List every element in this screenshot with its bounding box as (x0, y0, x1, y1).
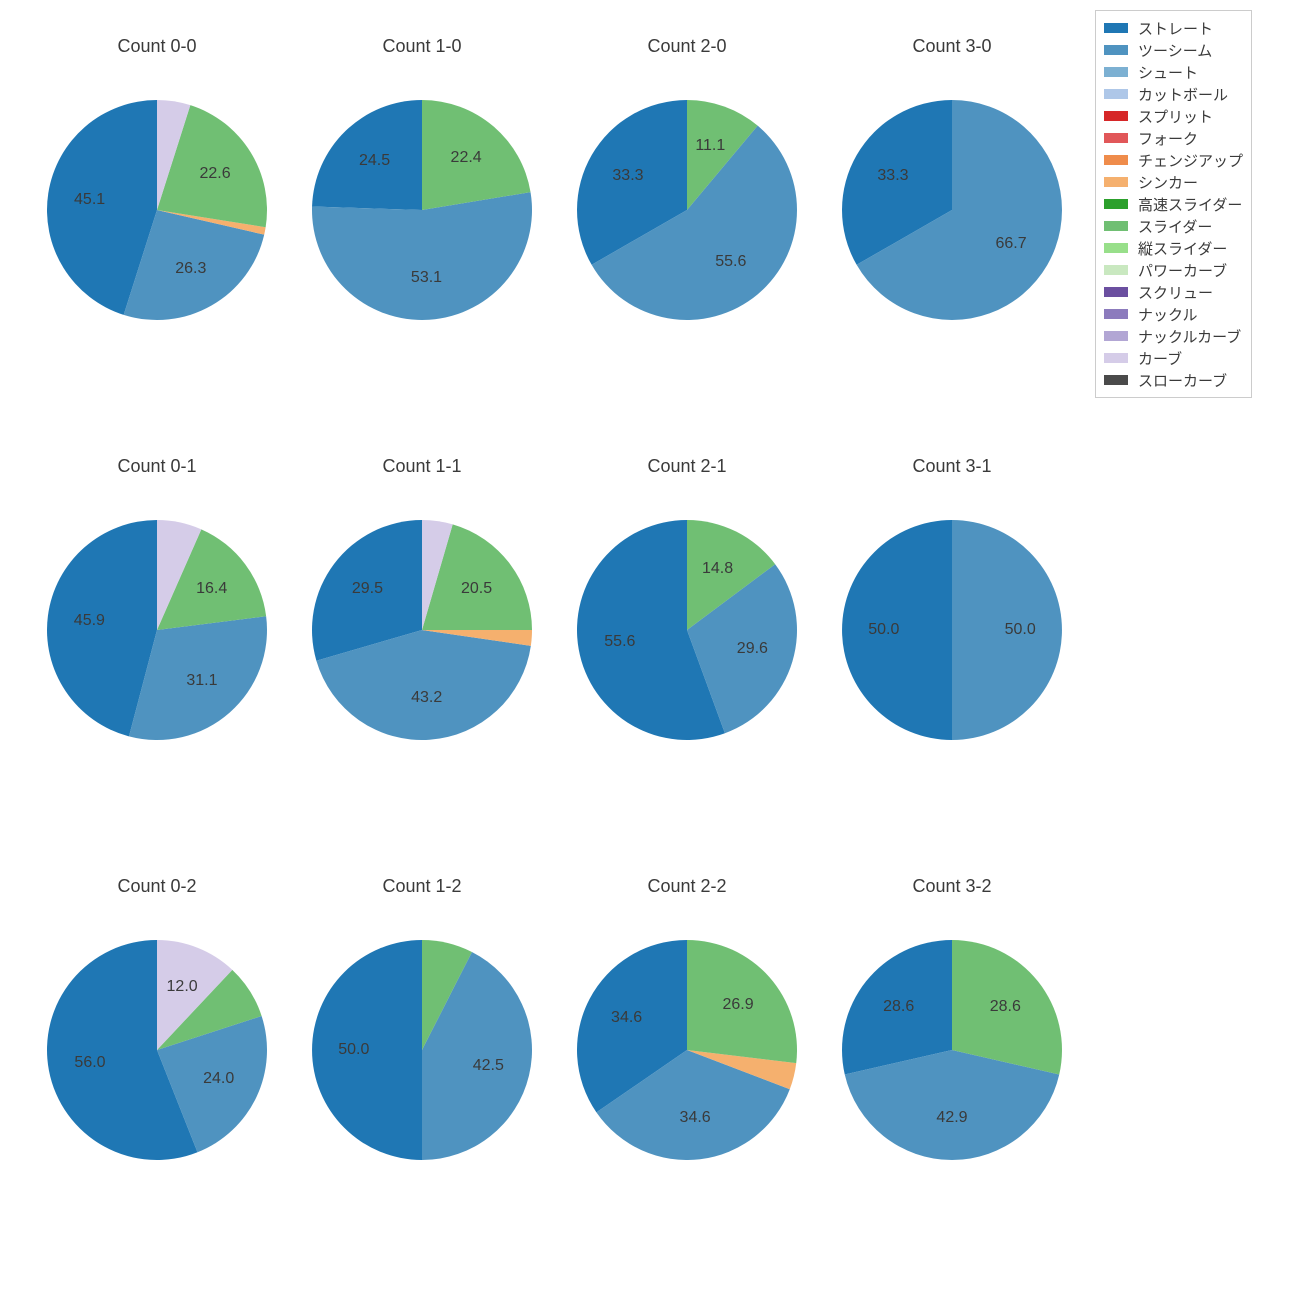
chart-title: Count 3-0 (912, 36, 991, 57)
legend-swatch (1104, 221, 1128, 231)
legend-item: カットボール (1104, 83, 1243, 105)
legend-swatch (1104, 265, 1128, 275)
legend-label: 縦スライダー (1138, 238, 1227, 259)
legend-label: ナックル (1138, 304, 1198, 325)
chart-title: Count 3-1 (912, 456, 991, 477)
pie-chart (47, 940, 267, 1160)
legend-item: シンカー (1104, 171, 1243, 193)
chart-title: Count 0-1 (117, 456, 196, 477)
legend-swatch (1104, 177, 1128, 187)
legend-swatch (1104, 45, 1128, 55)
legend-swatch (1104, 331, 1128, 341)
pie-chart (577, 100, 797, 320)
legend-label: チェンジアップ (1138, 150, 1243, 171)
pie-chart (312, 100, 532, 320)
pie-chart (312, 940, 532, 1160)
legend-label: スローカーブ (1138, 370, 1227, 391)
legend-label: スクリュー (1138, 282, 1213, 303)
legend-swatch (1104, 133, 1128, 143)
legend-item: チェンジアップ (1104, 149, 1243, 171)
legend-item: スライダー (1104, 215, 1243, 237)
legend-item: ツーシーム (1104, 39, 1243, 61)
legend-swatch (1104, 375, 1128, 385)
pie-slice (952, 520, 1062, 740)
legend-item: スクリュー (1104, 281, 1243, 303)
chart-title: Count 1-2 (382, 876, 461, 897)
legend-item: パワーカーブ (1104, 259, 1243, 281)
legend-label: ツーシーム (1138, 40, 1212, 61)
pie-chart (47, 100, 267, 320)
pie-chart (842, 100, 1062, 320)
legend-swatch (1104, 89, 1128, 99)
legend-swatch (1104, 353, 1128, 363)
legend-label: カーブ (1138, 348, 1182, 369)
legend-item: スプリット (1104, 105, 1243, 127)
legend-item: ストレート (1104, 17, 1243, 39)
legend-label: フォーク (1138, 128, 1198, 149)
legend-item: 高速スライダー (1104, 193, 1243, 215)
legend-swatch (1104, 287, 1128, 297)
legend-label: パワーカーブ (1138, 260, 1227, 281)
pie-chart (842, 520, 1062, 740)
pie-chart (577, 520, 797, 740)
pie-slice (312, 940, 422, 1160)
legend-label: カットボール (1138, 84, 1228, 105)
chart-title: Count 0-0 (117, 36, 196, 57)
pie-chart (312, 520, 532, 740)
legend-label: シンカー (1138, 172, 1198, 193)
pie-slice (842, 520, 952, 740)
legend-label: ナックルカーブ (1138, 326, 1241, 347)
chart-title: Count 3-2 (912, 876, 991, 897)
legend-swatch (1104, 23, 1128, 33)
pie-slice (312, 100, 422, 210)
legend-item: シュート (1104, 61, 1243, 83)
legend-label: シュート (1138, 62, 1198, 83)
chart-title: Count 2-0 (647, 36, 726, 57)
legend-swatch (1104, 155, 1128, 165)
legend-label: 高速スライダー (1138, 194, 1242, 215)
legend-item: 縦スライダー (1104, 237, 1243, 259)
legend-swatch (1104, 309, 1128, 319)
pie-slice (687, 940, 797, 1063)
chart-title: Count 1-0 (382, 36, 461, 57)
legend-swatch (1104, 67, 1128, 77)
legend-swatch (1104, 199, 1128, 209)
chart-title: Count 2-1 (647, 456, 726, 477)
legend-item: カーブ (1104, 347, 1243, 369)
legend-item: スローカーブ (1104, 369, 1243, 391)
pie-chart (842, 940, 1062, 1160)
legend: ストレートツーシームシュートカットボールスプリットフォークチェンジアップシンカー… (1095, 10, 1252, 398)
legend-label: スプリット (1138, 106, 1213, 127)
legend-item: ナックル (1104, 303, 1243, 325)
chart-title: Count 0-2 (117, 876, 196, 897)
chart-title: Count 2-2 (647, 876, 726, 897)
pie-slice (312, 192, 532, 320)
chart-title: Count 1-1 (382, 456, 461, 477)
legend-item: ナックルカーブ (1104, 325, 1243, 347)
pie-chart (47, 520, 267, 740)
legend-swatch (1104, 111, 1128, 121)
pie-chart (577, 940, 797, 1160)
figure-stage: Count 0-045.126.322.6Count 1-024.553.122… (0, 0, 1300, 1300)
legend-item: フォーク (1104, 127, 1243, 149)
legend-swatch (1104, 243, 1128, 253)
legend-label: ストレート (1138, 18, 1213, 39)
pie-slice (422, 100, 531, 210)
legend-label: スライダー (1138, 216, 1212, 237)
